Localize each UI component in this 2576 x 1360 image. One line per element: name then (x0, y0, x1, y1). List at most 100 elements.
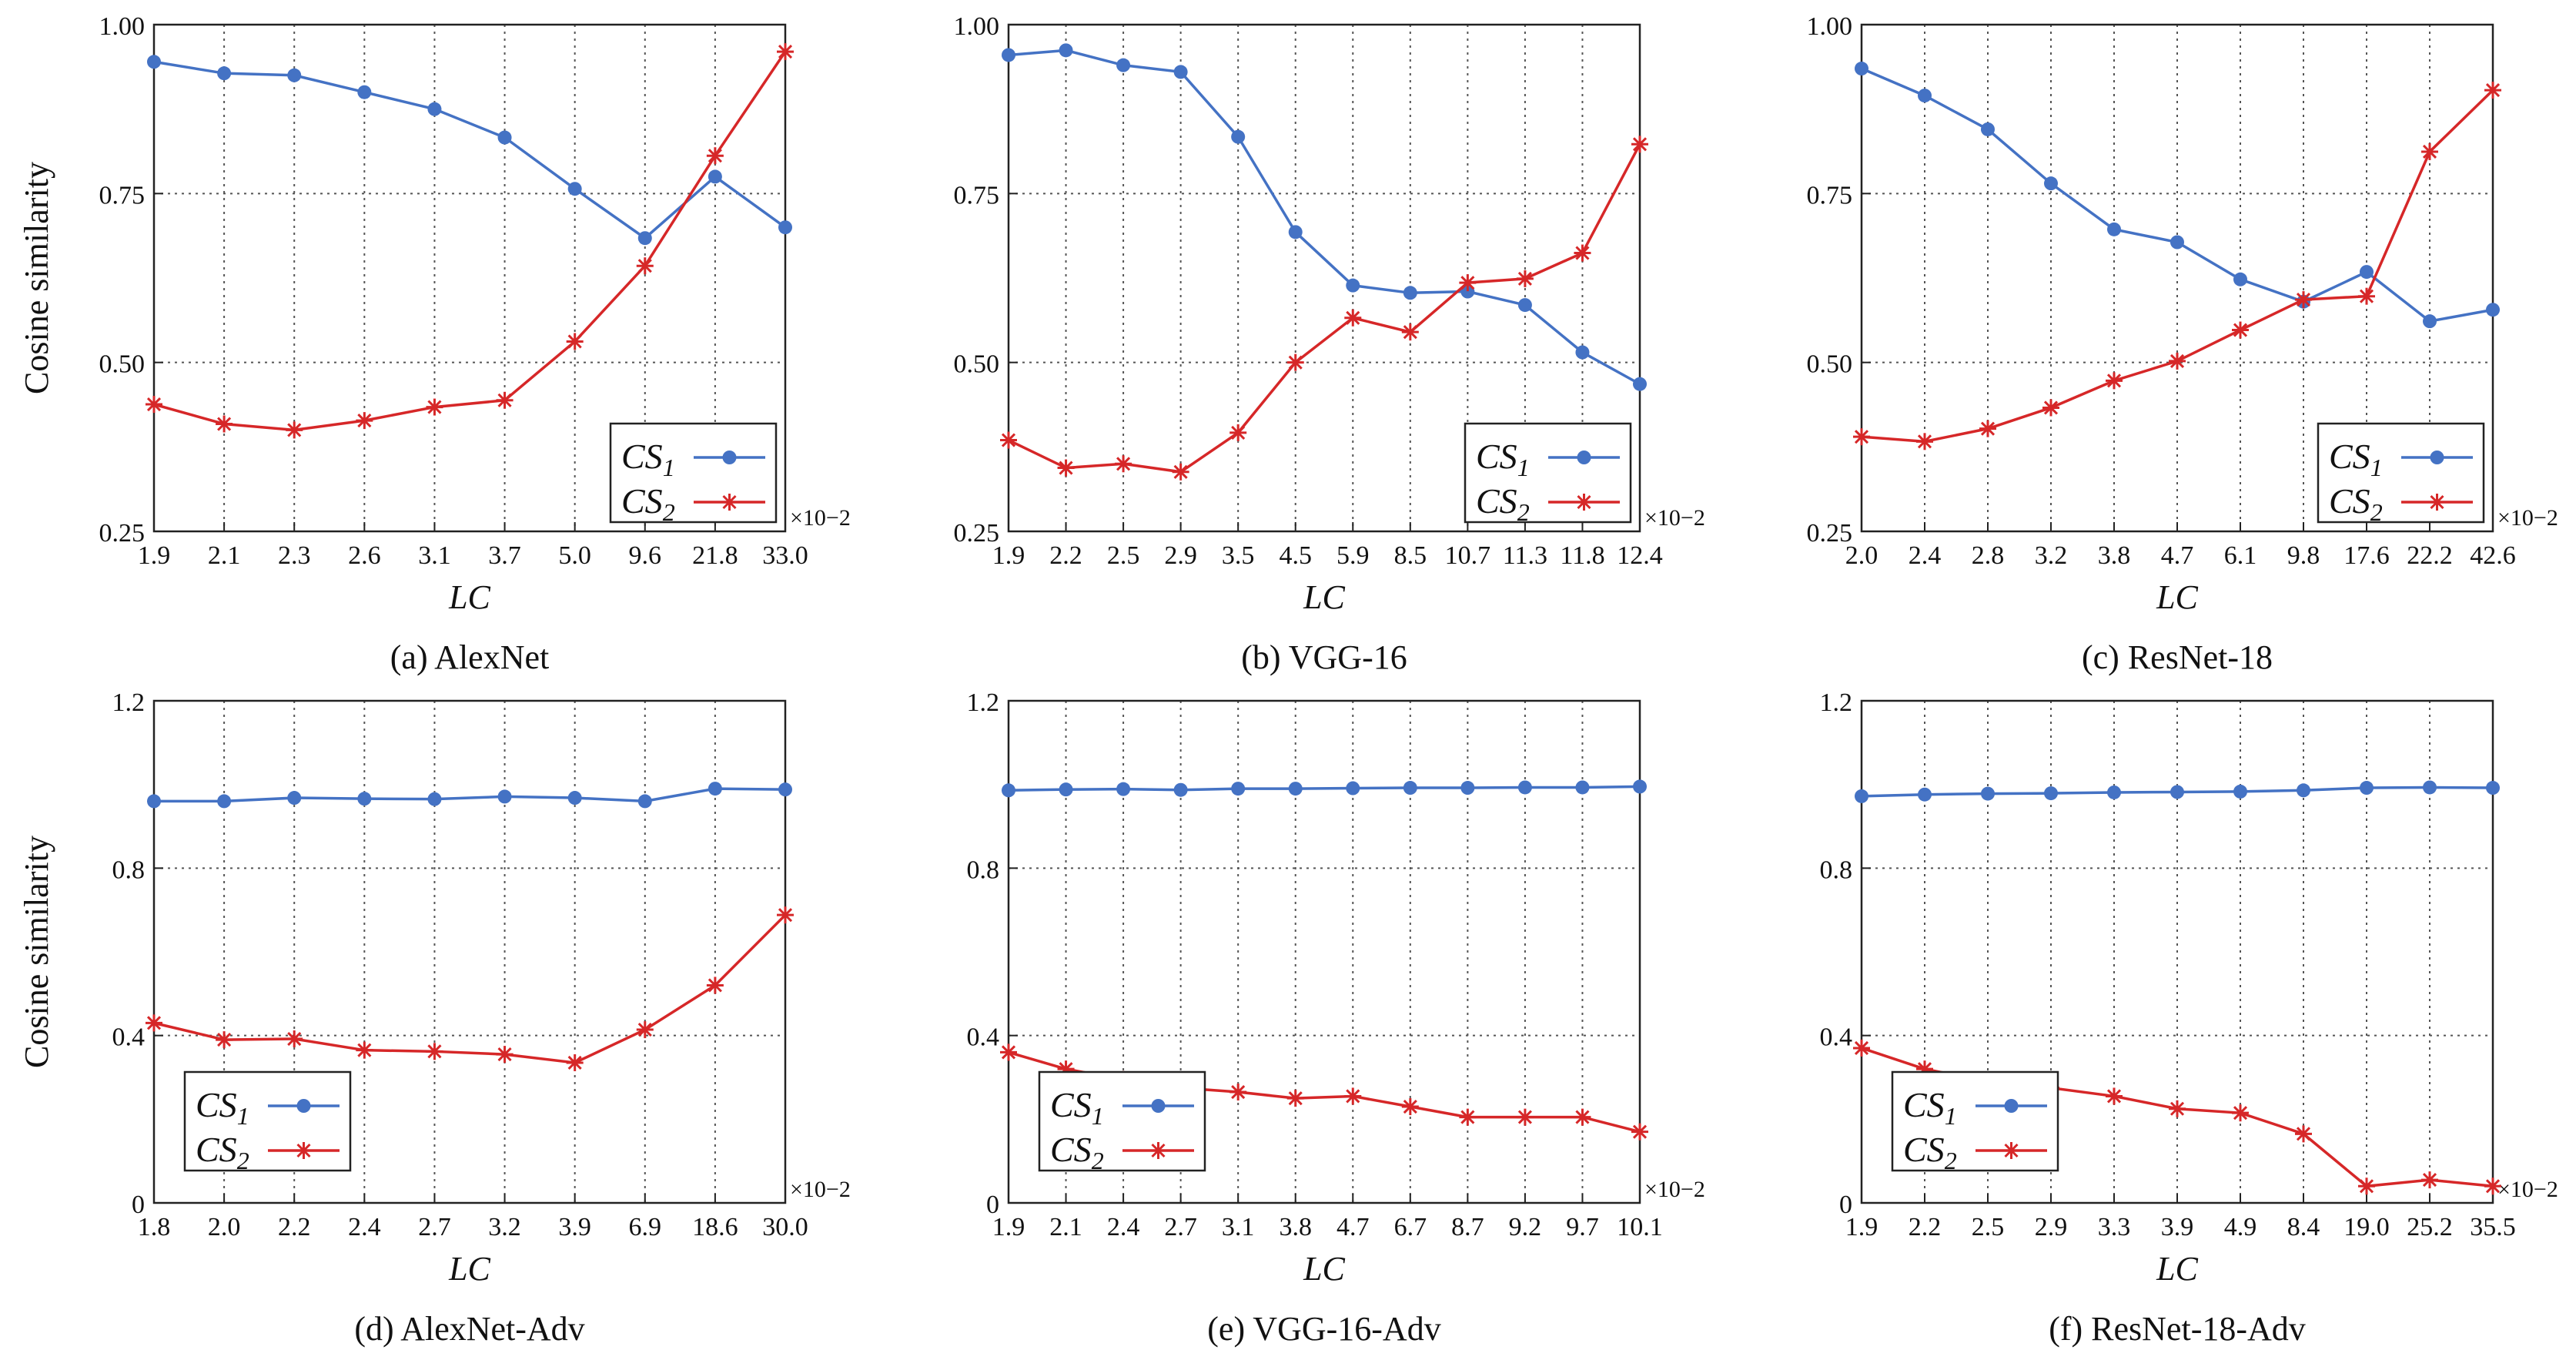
plot-frame (1007, 699, 1641, 1204)
y-tick-label: 0.75 (1807, 181, 1853, 209)
x-tick-label: 1.9 (992, 1213, 1025, 1241)
y-tick-label: 0.8 (112, 856, 146, 884)
legend-box (1464, 422, 1632, 524)
data-point-cs2 (1344, 309, 1362, 327)
data-point-cs2 (2232, 321, 2249, 339)
data-point-cs2 (1459, 1108, 1477, 1126)
series-line-cs2 (153, 913, 787, 1064)
series-line-cs1 (154, 787, 786, 803)
data-point-cs1 (1517, 780, 1532, 795)
x-tick-label: 2.0 (208, 1213, 241, 1241)
legend-marker-cs2 (2428, 494, 2446, 511)
data-point-cs1 (2107, 785, 2121, 799)
data-point-cs1 (2486, 303, 2500, 317)
y-tick-label: 0.75 (99, 181, 146, 209)
data-point-cs1 (217, 66, 232, 81)
data-point-cs2 (2484, 82, 2501, 99)
data-point-cs2 (636, 1021, 654, 1039)
x-tick-label: 1.9 (138, 541, 171, 570)
legend-label: CS2 (2329, 481, 2383, 526)
legend-box (2317, 422, 2485, 524)
y-axis-title: Cosine similarity (18, 836, 55, 1068)
x-axis-title: LC (2156, 1250, 2198, 1288)
series-line-cs1 (1008, 785, 1641, 792)
x-tick-label: 25.2 (2407, 1213, 2453, 1241)
y-tick-label: 0.25 (1807, 519, 1853, 548)
x-tick-label: 1.9 (1845, 1213, 1878, 1241)
x-axis-title: LC (2156, 578, 2198, 616)
legend-marker-cs1 (1577, 451, 1591, 464)
x-exponent-label: ×10−2 (1644, 1177, 1705, 1202)
data-point-cs2 (146, 396, 162, 414)
data-point-cs1 (357, 85, 372, 99)
x-tick-label: 35.5 (2470, 1213, 2516, 1241)
x-tick-label: 2.8 (1972, 541, 2005, 570)
data-point-cs2 (2106, 372, 2123, 390)
data-point-cs2 (2169, 1100, 2186, 1117)
data-point-cs1 (1116, 58, 1131, 72)
data-point-cs2 (1000, 1043, 1017, 1061)
chart-caption: (e) VGG-16-Adv (1207, 1310, 1440, 1348)
x-tick-label: 4.9 (2224, 1213, 2257, 1241)
x-tick-label: 8.4 (2287, 1213, 2320, 1241)
x-tick-label: 4.7 (2161, 541, 2194, 570)
data-point-cs2 (1057, 459, 1075, 477)
x-tick-label: 2.3 (278, 541, 311, 570)
data-point-cs1 (708, 782, 722, 796)
x-tick-label: 8.7 (1451, 1213, 1484, 1241)
data-point-cs2 (1574, 244, 1591, 262)
data-point-cs1 (1173, 65, 1188, 79)
data-point-cs1 (1002, 783, 1015, 798)
data-point-cs2 (2421, 142, 2438, 160)
x-tick-label: 3.8 (1279, 1213, 1312, 1241)
x-tick-label: 9.2 (1509, 1213, 1542, 1241)
data-point-cs1 (147, 55, 161, 69)
data-point-cs2 (1853, 1039, 1870, 1057)
data-point-cs2 (286, 1030, 303, 1048)
x-tick-label: 4.7 (1337, 1213, 1370, 1241)
x-tick-label: 21.8 (692, 541, 738, 570)
legend-label: CS1 (2329, 437, 2383, 481)
data-point-cs2 (356, 1041, 373, 1059)
data-point-cs2 (216, 415, 233, 433)
x-tick-label: 30.0 (762, 1213, 808, 1241)
data-point-cs1 (2486, 781, 2500, 796)
data-point-cs1 (637, 231, 652, 246)
legend-label: CS2 (196, 1130, 249, 1174)
legend-box (1038, 1070, 1206, 1172)
data-point-cs1 (778, 782, 792, 797)
data-point-cs1 (427, 792, 442, 806)
data-point-cs1 (287, 68, 302, 82)
legend-marker-cs1 (2430, 451, 2444, 464)
chart-caption: (c) ResNet-18 (2082, 638, 2273, 676)
x-tick-label: 2.7 (1164, 1213, 1197, 1241)
data-point-cs1 (1346, 278, 1360, 293)
data-point-cs2 (1286, 1090, 1304, 1107)
y-tick-label: 1.2 (112, 688, 146, 717)
y-tick-label: 0.4 (1820, 1023, 1853, 1052)
legend-label: CS1 (621, 437, 675, 481)
data-point-cs2 (1401, 1098, 1419, 1116)
data-point-cs1 (357, 792, 372, 806)
x-tick-label: 9.7 (1566, 1213, 1599, 1241)
data-point-cs2 (426, 398, 443, 416)
legend-label: CS2 (1050, 1130, 1104, 1174)
data-point-cs1 (1173, 782, 1188, 797)
data-point-cs1 (2233, 272, 2247, 286)
data-point-cs1 (2423, 314, 2437, 329)
chart-panel-6: 1.9 2.2 2.5 2.9 3.3 3.9 4.9 8.4 19.0 25.2 35.5 0 0.4… (1820, 688, 2558, 1348)
y-tick-label: 1.2 (1820, 688, 1853, 717)
data-point-cs2 (1631, 136, 1648, 153)
x-tick-label: 2.2 (1049, 541, 1082, 570)
x-tick-label: 19.0 (2343, 1213, 2390, 1241)
x-tick-label: 1.8 (138, 1213, 171, 1241)
data-point-cs1 (1059, 782, 1073, 797)
x-tick-label: 2.1 (208, 541, 241, 570)
data-point-cs1 (1575, 780, 1590, 795)
x-tick-label: 2.2 (1909, 1213, 1942, 1241)
series-line-cs1 (1008, 49, 1641, 386)
data-point-cs2 (2295, 1125, 2312, 1143)
x-tick-label: 2.2 (278, 1213, 311, 1241)
